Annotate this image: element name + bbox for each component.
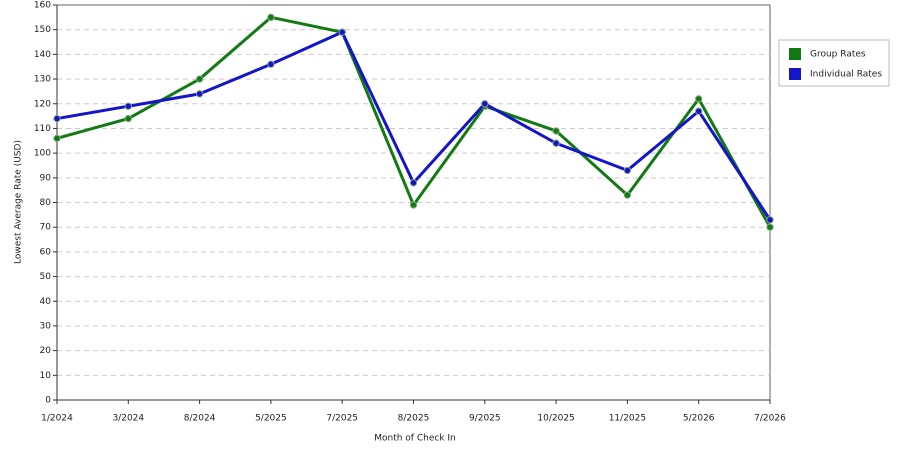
y-tick-label: 90 [40, 173, 52, 183]
y-tick-label: 110 [34, 124, 51, 134]
y-tick-label: 30 [40, 321, 52, 331]
data-point [338, 28, 346, 36]
x-tick-label: 5/2026 [683, 414, 715, 424]
x-tick-label: 9/2025 [469, 414, 501, 424]
y-tick-label: 0 [45, 396, 51, 406]
y-tick-label: 130 [34, 75, 51, 85]
data-point [766, 216, 774, 224]
data-point [124, 102, 133, 110]
y-tick-label: 70 [40, 223, 52, 233]
data-point [623, 166, 632, 175]
data-point [695, 95, 703, 103]
data-point [53, 114, 61, 123]
data-point [409, 179, 418, 187]
data-point [267, 13, 275, 22]
data-point [552, 139, 560, 147]
x-tick-label: 7/2025 [326, 414, 358, 424]
data-point [267, 60, 275, 68]
y-tick-label: 60 [40, 247, 52, 257]
y-tick-label: 160 [34, 1, 51, 11]
y-tick-label: 40 [40, 297, 52, 307]
y-tick-label: 80 [40, 198, 52, 208]
data-point [124, 114, 133, 123]
data-point [195, 90, 204, 98]
legend-swatch [789, 48, 801, 60]
data-point [53, 134, 61, 143]
y-tick-label: 140 [34, 50, 51, 60]
x-tick-label: 7/2026 [754, 414, 786, 424]
legend-label: Individual Rates [810, 70, 882, 80]
x-axis-label: Month of Check In [374, 434, 456, 444]
y-tick-label: 100 [34, 149, 51, 159]
data-point [552, 127, 560, 135]
x-tick-label: 1/2024 [41, 414, 73, 424]
x-tick-label: 11/2025 [609, 414, 646, 424]
y-tick-label: 20 [40, 346, 52, 356]
legend-swatch [789, 68, 801, 80]
x-tick-label: 10/2025 [537, 414, 574, 424]
x-tick-label: 5/2025 [255, 414, 287, 424]
data-point [481, 100, 489, 108]
data-point [623, 191, 632, 199]
y-tick-label: 10 [40, 371, 52, 381]
data-point [695, 107, 703, 115]
legend-label: Group Rates [810, 50, 866, 60]
x-tick-label: 3/2024 [112, 414, 144, 424]
y-tick-label: 120 [34, 99, 51, 109]
y-tick-label: 50 [40, 272, 52, 282]
data-point [409, 201, 418, 209]
y-axis-label: Lowest Average Rate (USD) [14, 140, 24, 264]
x-tick-label: 8/2025 [398, 414, 430, 424]
data-point [766, 223, 774, 231]
y-tick-label: 150 [34, 25, 51, 35]
x-tick-label: 8/2024 [184, 414, 216, 424]
data-point [195, 75, 204, 83]
